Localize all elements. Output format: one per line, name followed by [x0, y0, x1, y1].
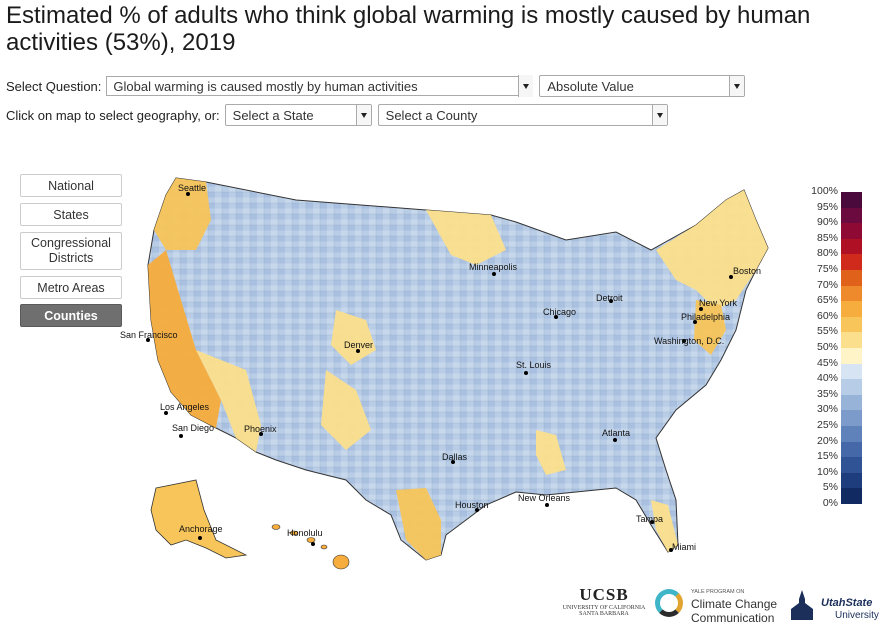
- geo-prompt-label: Click on map to select geography, or:: [6, 107, 220, 123]
- legend-swatch: [841, 472, 862, 489]
- legend-swatch: [841, 441, 862, 458]
- yale-climate-logo: YALE PROGRAM ON Climate Change Communica…: [655, 585, 780, 630]
- legend-tick: 10%: [816, 465, 838, 478]
- city-label: Anchorage: [179, 524, 223, 534]
- legend-tick: 20%: [816, 434, 838, 447]
- legend-tick: 100%: [811, 185, 838, 197]
- city-label: New Orleans: [518, 493, 571, 503]
- city-label: Los Angeles: [160, 402, 210, 412]
- legend-tick: 55%: [816, 325, 838, 338]
- geo-button-national[interactable]: National: [20, 174, 122, 197]
- geo-button-metro-areas[interactable]: Metro Areas: [20, 276, 122, 299]
- legend-swatch: [841, 207, 862, 224]
- legend-swatch: [841, 223, 862, 239]
- page-title: Estimated % of adults who think global w…: [6, 2, 811, 56]
- legend-tick: 5%: [822, 481, 838, 494]
- legend-swatch: [841, 426, 862, 442]
- measure-select[interactable]: Absolute Value: [539, 75, 746, 97]
- geo-button-counties[interactable]: Counties: [20, 304, 122, 327]
- city-label: Phoenix: [244, 424, 277, 434]
- legend-tick: 95%: [816, 200, 838, 213]
- legend-tick: 30%: [816, 403, 838, 416]
- legend-swatch: [841, 254, 862, 270]
- geo-button-congressional-districts[interactable]: Congressional Districts: [20, 232, 122, 270]
- legend-swatch: [841, 457, 862, 473]
- city-label: Seattle: [178, 183, 206, 193]
- old-main-tower-icon: [787, 589, 817, 621]
- city-label: Tampa: [636, 514, 663, 524]
- chevron-down-icon: [651, 105, 667, 125]
- legend-tick: 85%: [816, 231, 838, 244]
- yale-ring-icon: [655, 589, 683, 617]
- city-label: Atlanta: [602, 428, 630, 438]
- legend-swatch: [841, 394, 862, 411]
- city-markers: Seattle Minneapolis Boston Detroit Chica…: [120, 183, 761, 552]
- city-label: Honolulu: [287, 528, 323, 538]
- legend-swatch: [841, 192, 862, 208]
- question-label: Select Question:: [6, 78, 102, 94]
- ucsb-logo: UCSB UNIVERSITY OF CALIFORNIA SANTA BARB…: [562, 585, 646, 617]
- legend-swatch: [841, 379, 862, 395]
- city-label: New York: [699, 298, 738, 308]
- us-county-map[interactable]: Seattle Minneapolis Boston Detroit Chica…: [96, 170, 796, 580]
- legend-tick: 70%: [816, 278, 838, 291]
- city-label: St. Louis: [516, 360, 552, 370]
- city-label: Washington, D.C.: [654, 336, 724, 346]
- question-select[interactable]: Global warming is caused mostly by human…: [106, 75, 534, 97]
- legend-tick: 80%: [816, 247, 838, 260]
- legend-swatch: [841, 238, 862, 255]
- city-label: Denver: [344, 340, 373, 350]
- legend-swatch: [841, 316, 862, 333]
- legend-tick: 60%: [816, 309, 838, 322]
- chevron-down-icon: [518, 75, 534, 97]
- chevron-down-icon: [729, 76, 745, 96]
- question-row: Select Question: Global warming is cause…: [6, 74, 751, 98]
- geo-button-states[interactable]: States: [20, 203, 122, 226]
- city-label: Detroit: [596, 293, 623, 303]
- state-select[interactable]: Select a State: [224, 104, 372, 126]
- city-label: Philadelphia: [681, 312, 730, 322]
- legend-tick: 45%: [816, 356, 838, 369]
- legend-swatch: [841, 363, 862, 380]
- legend-tick: 35%: [816, 387, 838, 400]
- legend-tick: 75%: [816, 263, 838, 275]
- city-label: Chicago: [543, 307, 576, 317]
- city-label: San Diego: [172, 423, 214, 433]
- legend-tick: 65%: [816, 294, 838, 307]
- legend-swatch: [841, 488, 862, 504]
- legend-swatch: [841, 301, 862, 317]
- hawaii[interactable]: [271, 524, 350, 570]
- contiguous-us[interactable]: [147, 177, 769, 561]
- alaska[interactable]: [150, 479, 248, 559]
- legend-tick: 25%: [816, 419, 838, 431]
- high-belief-regions: [148, 178, 768, 560]
- legend-swatch: [841, 332, 862, 348]
- chevron-down-icon: [355, 105, 371, 125]
- city-label: Dallas: [442, 452, 468, 462]
- legend-swatch: [841, 348, 862, 364]
- legend-swatch: [841, 270, 862, 286]
- city-label: San Francisco: [120, 330, 178, 340]
- utah-state-logo: UtahState University: [787, 585, 892, 630]
- city-label: Miami: [672, 542, 696, 552]
- legend-tick: 90%: [816, 216, 838, 229]
- geo-row: Click on map to select geography, or: Se…: [6, 103, 674, 127]
- legend-tick: 0%: [822, 497, 838, 509]
- city-label: Boston: [733, 266, 761, 276]
- legend-swatch: [841, 285, 862, 302]
- city-label: Houston: [455, 500, 489, 510]
- legend-tick: 50%: [816, 341, 838, 353]
- legend-swatch: [841, 410, 862, 426]
- city-label: Minneapolis: [469, 262, 518, 272]
- county-select[interactable]: Select a County: [377, 104, 668, 126]
- legend-tick: 15%: [816, 450, 838, 463]
- legend-tick: 40%: [816, 372, 838, 385]
